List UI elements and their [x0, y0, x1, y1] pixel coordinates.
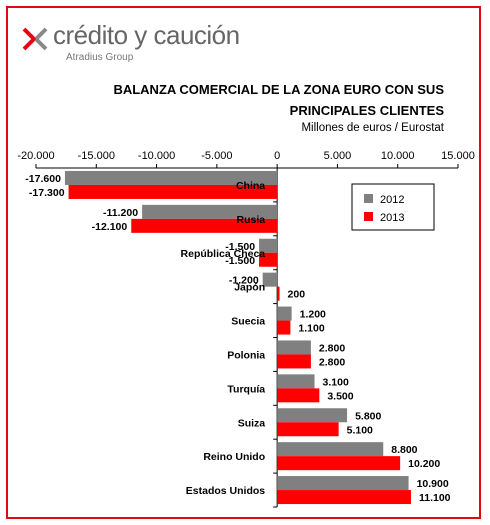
bar-2013 [277, 286, 280, 301]
bar-2012 [277, 476, 409, 491]
category-label: China [236, 180, 265, 192]
bar-2013 [277, 456, 401, 471]
data-label: -1.200 [229, 275, 259, 287]
data-label: 3.500 [327, 390, 353, 402]
x-tick-label: 10.000 [381, 150, 415, 162]
bar-2012 [277, 306, 292, 321]
bar-2013 [277, 388, 320, 403]
data-label: 8.800 [391, 444, 417, 456]
brand-group: Atradius Group [66, 52, 134, 63]
data-label: -17.300 [29, 187, 65, 199]
category-label: Japón [234, 282, 265, 294]
legend-swatch-2013 [364, 212, 373, 221]
data-label: -1.500 [225, 241, 255, 253]
x-tick-label: -15.000 [78, 150, 115, 162]
x-tick-label: 15.000 [441, 150, 475, 162]
brand-logo: crédito y caución Atradius Group [22, 20, 262, 68]
data-label: -11.200 [103, 207, 138, 219]
data-label: 10.200 [408, 458, 440, 470]
data-label: -12.100 [92, 221, 128, 233]
x-tick-label: -20.000 [17, 150, 54, 162]
data-label: -17.600 [25, 173, 61, 185]
category-label: República Checa [181, 248, 266, 260]
x-tick-label: -5.000 [201, 150, 232, 162]
bar-2013 [277, 490, 411, 505]
category-label: Polonia [227, 349, 265, 361]
bar-2012 [64, 170, 278, 185]
data-label: 5.800 [355, 410, 381, 422]
bar-2013 [259, 252, 278, 267]
data-label: 1.100 [298, 323, 324, 335]
data-label: 10.900 [417, 478, 449, 490]
bar-2012 [277, 408, 348, 423]
data-label: 1.200 [300, 309, 326, 321]
data-label: -1.500 [225, 255, 255, 267]
data-label: 2.800 [319, 342, 345, 354]
legend-box [351, 183, 435, 231]
brand-arrows-icon [22, 27, 48, 51]
bar-2012 [259, 238, 278, 253]
category-label: Rusia [237, 214, 266, 226]
bar-2012 [277, 374, 315, 389]
bar-2013 [131, 218, 278, 233]
category-label: Suiza [238, 417, 266, 429]
legend-label-2012: 2012 [380, 194, 404, 206]
bar-2012 [277, 442, 384, 457]
brand-name: crédito y caución [53, 20, 240, 50]
bar-2013 [277, 422, 339, 437]
legend-swatch-2012 [364, 194, 373, 203]
x-tick-label: 5.000 [324, 150, 352, 162]
data-label: 2.800 [319, 356, 345, 368]
bar-2012 [262, 272, 278, 287]
chart-subtitle: Millones de euros / Eurostat [301, 122, 444, 134]
data-label: 3.100 [323, 376, 349, 388]
bar-2012 [277, 340, 311, 355]
category-label: Estados Unidos [186, 485, 266, 497]
chart-frame [6, 6, 481, 519]
chart-title: BALANZA COMERCIAL DE LA ZONA EURO CON SU… [113, 82, 444, 118]
category-label: Suecia [231, 316, 265, 328]
legend-label-2013: 2013 [380, 212, 404, 224]
data-label: 11.100 [419, 492, 451, 504]
bar-2013 [277, 320, 291, 335]
x-tick-label: 0 [274, 150, 280, 162]
x-tick-label: -10.000 [138, 150, 175, 162]
category-label: Reino Unido [203, 451, 265, 463]
data-label: 5.100 [347, 424, 373, 436]
data-label: 200 [288, 289, 306, 301]
bar-2013 [68, 184, 278, 199]
bar-2012 [142, 204, 278, 219]
category-label: Turquía [227, 383, 265, 395]
bar-2013 [277, 354, 311, 369]
